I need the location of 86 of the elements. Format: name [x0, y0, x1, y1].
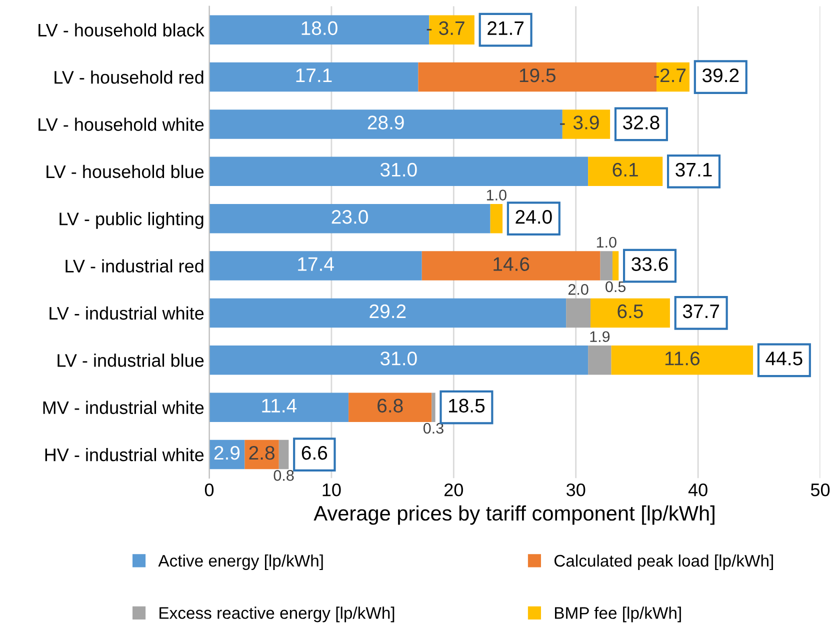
data-label: 11.4	[262, 398, 297, 412]
bar	[588, 156, 663, 186]
bar	[348, 392, 432, 422]
data-label: 0.5	[606, 281, 626, 292]
bar	[209, 110, 562, 139]
bar	[209, 346, 588, 375]
bar	[562, 110, 610, 139]
bar	[209, 156, 588, 186]
y-tick-label: LV - household white	[38, 118, 204, 131]
bar	[590, 298, 670, 328]
data-label: 2.7	[660, 68, 686, 82]
data-label: -	[654, 76, 659, 78]
total-label: 18.5	[449, 398, 485, 413]
y-tick-label: LV - industrial blue	[58, 354, 204, 367]
data-label: 17.4	[298, 257, 334, 271]
total-label: 32.8	[623, 116, 660, 130]
bar	[429, 15, 474, 44]
x-tick-label: 10	[322, 483, 341, 496]
y-tick-label: LV - household blue	[46, 164, 204, 178]
bar	[209, 15, 430, 44]
y-tick-label: HV - industrial white	[45, 448, 204, 462]
data-label: 14.6	[494, 257, 530, 271]
data-label: 2.0	[568, 284, 588, 295]
data-label: 23.0	[332, 210, 368, 224]
data-label: 6.1	[612, 162, 638, 177]
data-label: 3.7	[439, 21, 464, 36]
data-label: 1.0	[486, 190, 506, 200]
data-label: 0.3	[423, 422, 444, 434]
y-tick-label: LV - industrial red	[66, 259, 204, 272]
bar	[209, 392, 349, 422]
bar	[209, 298, 566, 328]
bar	[490, 204, 503, 234]
bar	[209, 204, 490, 234]
total-label: 33.6	[632, 257, 668, 271]
bar	[422, 251, 600, 280]
legend-label: Calculated peak load [lp/kWh]	[554, 554, 773, 570]
legend-label: BMP fee [lp/kWh]	[555, 606, 681, 622]
data-label: 6.8	[378, 398, 403, 413]
x-tick-label: 50	[810, 483, 830, 496]
x-axis-title: Average prices by tariff component [lp/kWh]	[314, 505, 714, 525]
bar	[209, 251, 422, 280]
bar	[566, 298, 591, 328]
y-tick-label: LV - public lighting	[60, 212, 204, 229]
bar	[611, 346, 754, 375]
bar	[588, 346, 612, 375]
x-tick-label: 0	[204, 483, 214, 496]
bar	[418, 62, 657, 92]
data-label: -	[426, 28, 432, 30]
data-label: 3.9	[573, 116, 599, 130]
bar	[278, 440, 289, 470]
data-label: 28.9	[368, 116, 404, 130]
bar	[432, 392, 436, 422]
data-label: 6.5	[618, 304, 643, 318]
legend-label: Excess reactive energy [lp/kWh]	[160, 606, 394, 622]
data-label: 29.2	[370, 304, 406, 318]
y-tick-label: LV - household black	[38, 23, 204, 37]
total-label: 44.5	[766, 352, 802, 366]
data-label: 1.0	[596, 236, 616, 248]
data-label: 2.9	[214, 446, 240, 460]
y-tick-label: LV - industrial white	[50, 306, 204, 320]
total-label: 39.2	[702, 68, 739, 82]
legend-label: Active energy [lp/kWh]	[158, 554, 323, 570]
data-label: 31.0	[380, 162, 417, 177]
data-label: 1.9	[590, 331, 610, 342]
total-label: 37.7	[682, 304, 720, 318]
total-label: 24.0	[516, 210, 552, 224]
x-tick-label: 30	[566, 483, 586, 496]
data-label: 0.8	[274, 470, 294, 481]
total-label: 37.1	[676, 162, 712, 177]
total-label: 21.7	[488, 21, 524, 35]
data-label: 18.0	[302, 21, 338, 36]
data-label: 17.1	[296, 68, 332, 82]
x-tick-label: 40	[688, 483, 708, 496]
y-tick-label: LV - household red	[54, 70, 204, 84]
data-label: 2.8	[249, 446, 274, 460]
x-tick-label: 20	[444, 483, 463, 496]
bar	[209, 62, 418, 92]
y-tick-label: MV - industrial white	[43, 400, 204, 414]
data-label: 19.5	[520, 68, 556, 82]
bar	[612, 251, 619, 280]
data-label: 31.0	[380, 352, 417, 366]
total-label: 6.6	[302, 446, 328, 460]
data-label: -	[560, 123, 565, 125]
bar	[600, 251, 613, 280]
data-label: 11.6	[665, 352, 700, 366]
bar	[656, 62, 690, 92]
